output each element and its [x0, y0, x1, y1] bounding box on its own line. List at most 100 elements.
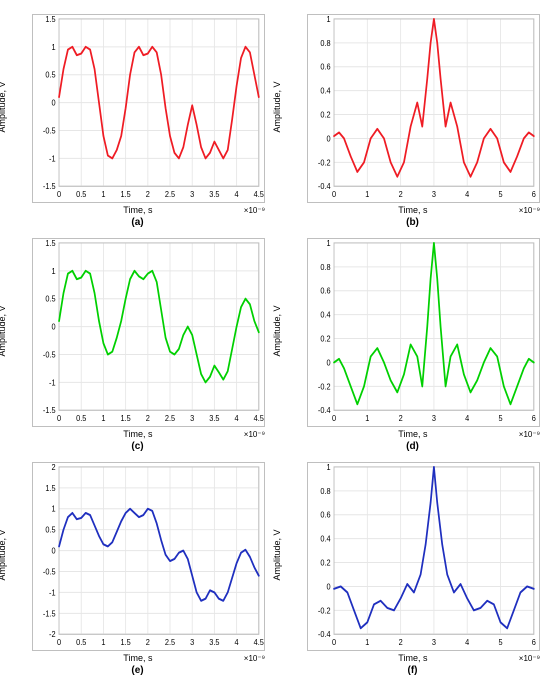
ytick-label: 0.4: [320, 310, 331, 320]
xtick-label: 2: [146, 638, 150, 648]
ytick-label: 0.2: [320, 334, 330, 344]
x-exponent: ×10⁻⁹: [519, 430, 540, 439]
xtick-label: 1.5: [121, 190, 132, 200]
xtick-label: 5: [498, 190, 503, 200]
ytick-label: -0.5: [43, 567, 56, 577]
ytick-label: -1.5: [43, 609, 56, 619]
xlabel: Time, s: [32, 205, 244, 215]
ytick-label: 0.6: [320, 510, 331, 520]
chart-c: Amplitude, V00.511.522.533.544.5-1.5-1-0…: [4, 232, 271, 429]
ytick-label: -1: [49, 588, 56, 598]
xtick-label: 6: [532, 190, 537, 200]
ytick-label: 0.4: [320, 86, 331, 96]
ylabel: Amplitude, V: [272, 529, 282, 580]
ytick-label: 0.5: [45, 294, 56, 304]
xtick-label: 4: [235, 190, 240, 200]
xlabel: Time, s: [307, 653, 519, 663]
x-exponent: ×10⁻⁹: [519, 206, 540, 215]
plot-svg: 0123456-0.4-0.200.20.40.60.81: [307, 462, 540, 651]
x-exponent: ×10⁻⁹: [519, 654, 540, 663]
x-exponent: ×10⁻⁹: [244, 654, 265, 663]
xtick-label: 3: [432, 414, 437, 424]
xtick-label: 5: [498, 638, 503, 648]
ylabel: Amplitude, V: [0, 305, 7, 356]
xtick-label: 2: [146, 190, 150, 200]
ytick-label: -0.4: [318, 630, 331, 640]
xtick-label: 0: [57, 414, 62, 424]
xtick-label: 0.5: [76, 414, 87, 424]
panel-caption: (e): [131, 665, 143, 676]
panel-caption: (d): [406, 441, 419, 452]
ytick-label: 0: [326, 358, 331, 368]
panel-a: Amplitude, V00.511.522.533.544.5-1.5-1-0…: [4, 8, 271, 228]
panel-caption: (f): [408, 665, 418, 676]
ytick-label: 0: [51, 322, 56, 332]
xlabel: Time, s: [32, 653, 244, 663]
panel-d: Amplitude, V0123456-0.4-0.200.20.40.60.8…: [279, 232, 546, 452]
xtick-label: 1: [365, 414, 369, 424]
ytick-label: 0.6: [320, 286, 331, 296]
xtick-label: 1: [365, 190, 369, 200]
xlabel: Time, s: [307, 205, 519, 215]
chart-d: Amplitude, V0123456-0.4-0.200.20.40.60.8…: [279, 232, 546, 429]
xtick-label: 0.5: [76, 638, 87, 648]
ytick-label: -0.4: [318, 406, 331, 416]
plot-svg: 00.511.522.533.544.5-1.5-1-0.500.511.5: [32, 14, 265, 203]
xtick-label: 0: [57, 638, 62, 648]
ylabel: Amplitude, V: [272, 81, 282, 132]
plot-svg: 00.511.522.533.544.5-2-1.5-1-0.500.511.5…: [32, 462, 265, 651]
xtick-label: 5: [498, 414, 503, 424]
ytick-label: 0.8: [320, 262, 331, 272]
chart-b: Amplitude, V0123456-0.4-0.200.20.40.60.8…: [279, 8, 546, 205]
xlabel: Time, s: [32, 429, 244, 439]
ytick-label: 0.8: [320, 486, 331, 496]
ytick-label: 0: [51, 546, 56, 556]
ylabel: Amplitude, V: [0, 81, 7, 132]
xtick-label: 2: [399, 190, 403, 200]
xtick-label: 4: [235, 638, 240, 648]
xtick-label: 2: [399, 414, 403, 424]
xtick-label: 0: [332, 414, 337, 424]
ytick-label: -0.2: [318, 158, 331, 168]
ylabel: Amplitude, V: [272, 305, 282, 356]
figure-grid: Amplitude, V 0 0.5 1 1.5 2 2.5 3 3.5 4 4.5 -1.5 -1 -0…: [0, 0, 550, 684]
ytick-label: 0.4: [320, 534, 331, 544]
xtick-label: 1: [101, 414, 105, 424]
ytick-label: 1: [326, 14, 330, 24]
chart-a: Amplitude, V00.511.522.533.544.5-1.5-1-0…: [4, 8, 271, 205]
plot-svg: 00.511.522.533.544.5-1.5-1-0.500.511.5: [32, 238, 265, 427]
xtick-label: 2.5: [165, 638, 176, 648]
ytick-label: 1.5: [45, 483, 56, 493]
ytick-label: 0: [51, 98, 56, 108]
ytick-label: 1.5: [45, 238, 56, 248]
xtick-label: 0: [332, 190, 337, 200]
ytick-label: -1.5: [43, 182, 56, 192]
xtick-label: 4: [465, 414, 470, 424]
xtick-label: 3: [432, 638, 437, 648]
ytick-label: 0.5: [45, 70, 56, 80]
ytick-label: 0: [326, 582, 331, 592]
xtick-label: 4.5: [254, 190, 265, 200]
xtick-label: 4.5: [254, 414, 265, 424]
ytick-label: -2: [49, 630, 56, 640]
panel-f: Amplitude, V0123456-0.4-0.200.20.40.60.8…: [279, 456, 546, 676]
xtick-label: 3.5: [209, 414, 220, 424]
xtick-label: 1.5: [121, 638, 132, 648]
panel-e: Amplitude, V00.511.522.533.544.5-2-1.5-1…: [4, 456, 271, 676]
ytick-label: -0.5: [43, 126, 56, 136]
ytick-label: 0.8: [320, 38, 331, 48]
xtick-label: 3: [190, 638, 195, 648]
ylabel: Amplitude, V: [0, 529, 7, 580]
xtick-label: 4: [465, 190, 470, 200]
ytick-label: 1: [51, 504, 55, 514]
ytick-label: -0.2: [318, 606, 331, 616]
panel-b: Amplitude, V0123456-0.4-0.200.20.40.60.8…: [279, 8, 546, 228]
ytick-label: 1: [326, 238, 330, 248]
xtick-label: 0: [332, 638, 337, 648]
ytick-label: -0.5: [43, 350, 56, 360]
xtick-label: 1: [101, 638, 105, 648]
xtick-label: 3.5: [209, 638, 220, 648]
ytick-label: 2: [51, 462, 55, 472]
panel-c: Amplitude, V00.511.522.533.544.5-1.5-1-0…: [4, 232, 271, 452]
xtick-label: 1.5: [121, 414, 132, 424]
